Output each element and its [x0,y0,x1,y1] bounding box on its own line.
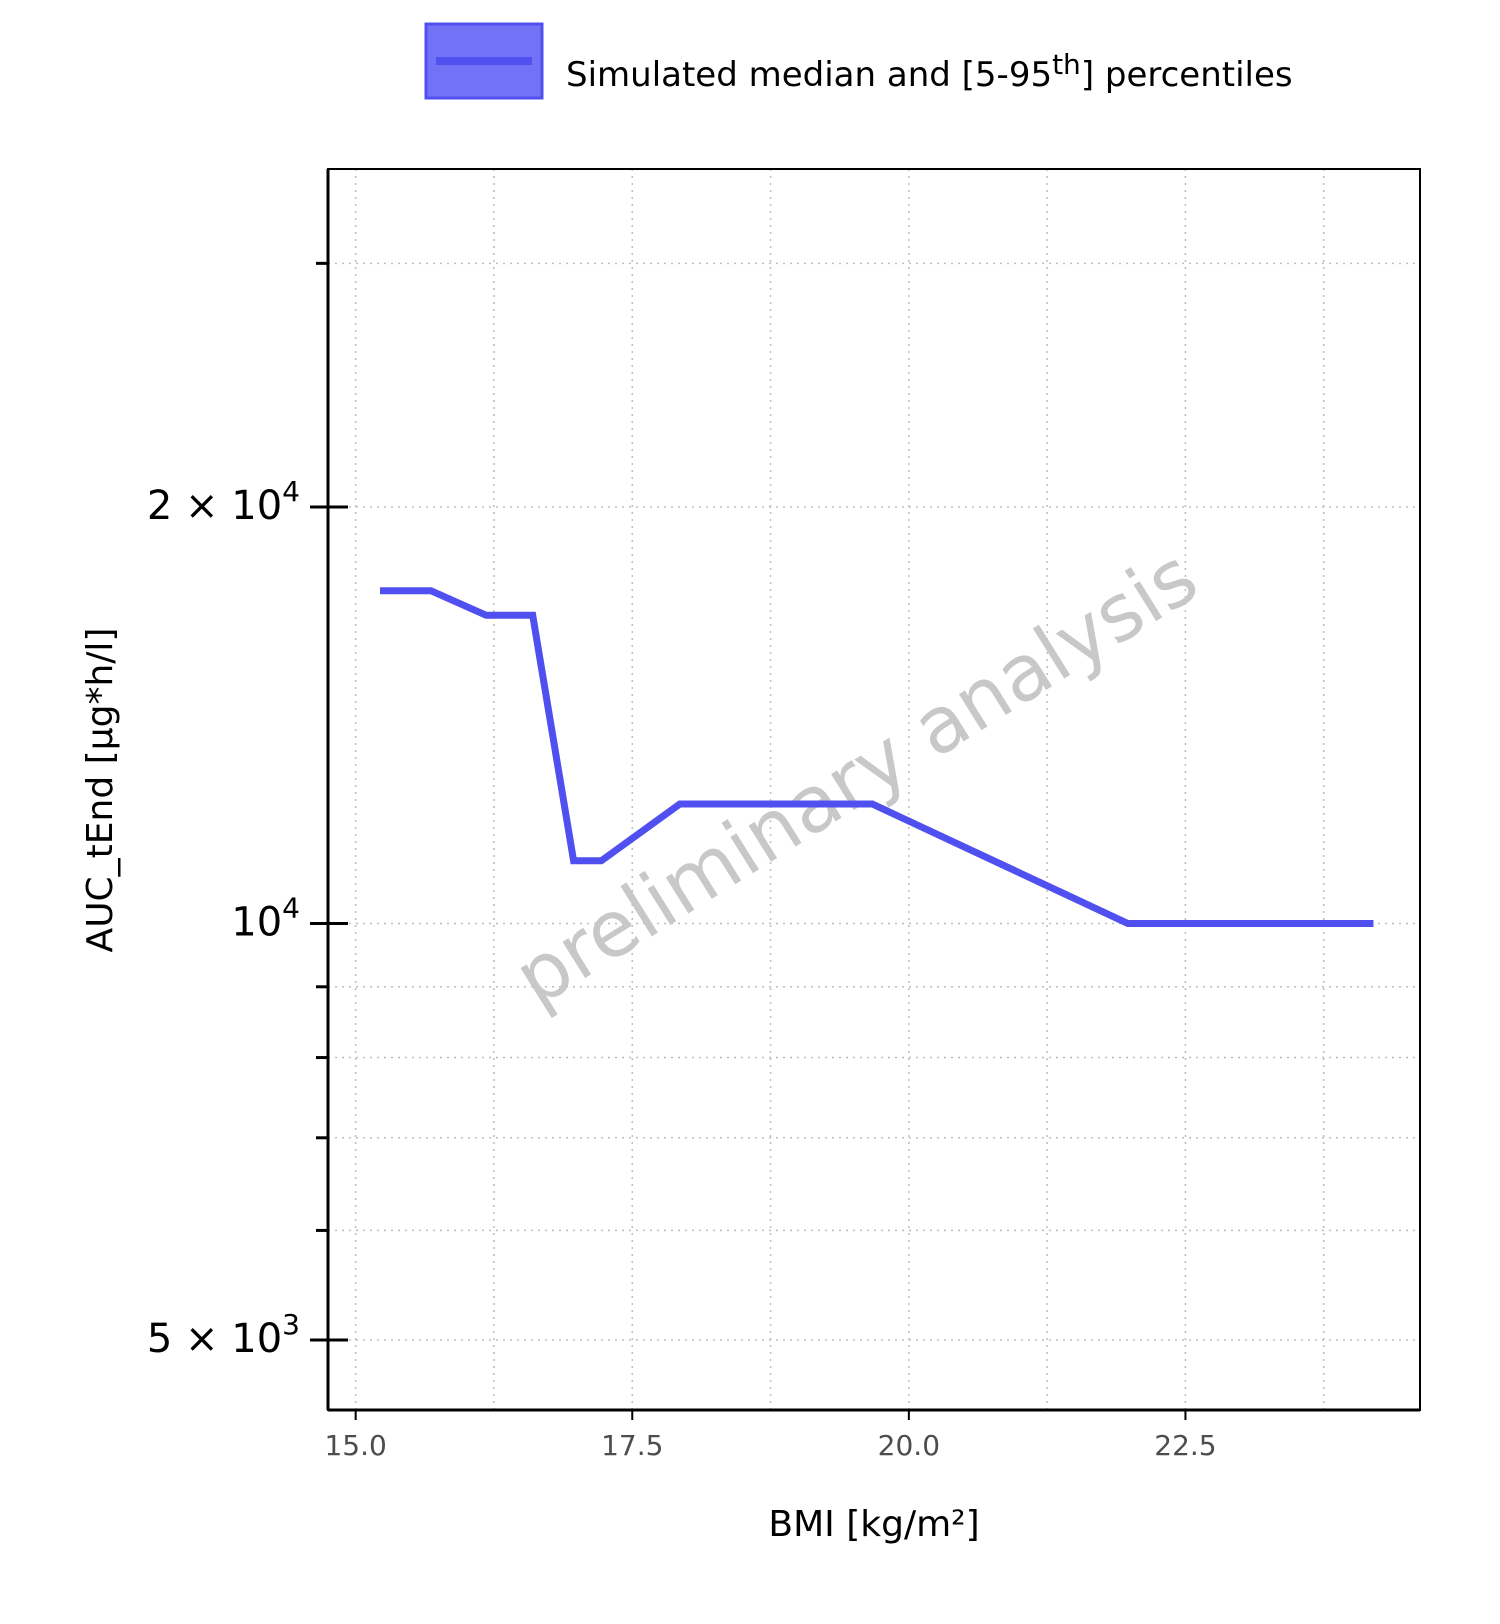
legend-label: Simulated median and [5-95th] percentile… [566,48,1293,95]
legend-label-sup: th [1052,48,1081,81]
y-tick-label: 2 × 104 [147,475,300,529]
y-axis-title: AUC_tEnd [µg*h/l] [80,628,121,953]
x-tick-label: 22.5 [1154,1429,1216,1462]
axes: 15.0 17.5 20.0 22.5 5 × 103 104 2 × 104 [147,261,1217,1462]
legend: Simulated median and [5-95th] percentile… [424,22,1293,100]
series-line [380,587,1374,927]
legend-label-end: ] percentiles [1081,55,1293,95]
grid [328,169,1420,1410]
y-tick-label: 104 [231,891,300,945]
legend-label-main: Simulated median and [5-95 [566,55,1052,95]
x-axis-title: BMI [kg/m²] [768,1504,979,1545]
series-layer [380,587,1374,927]
x-tick-label: 17.5 [601,1429,663,1462]
watermark: preliminary analysis [500,532,1213,1024]
y-tick-label: 5 × 103 [147,1308,300,1362]
x-tick-label: 20.0 [878,1429,940,1462]
x-tick-label: 15.0 [324,1429,386,1462]
